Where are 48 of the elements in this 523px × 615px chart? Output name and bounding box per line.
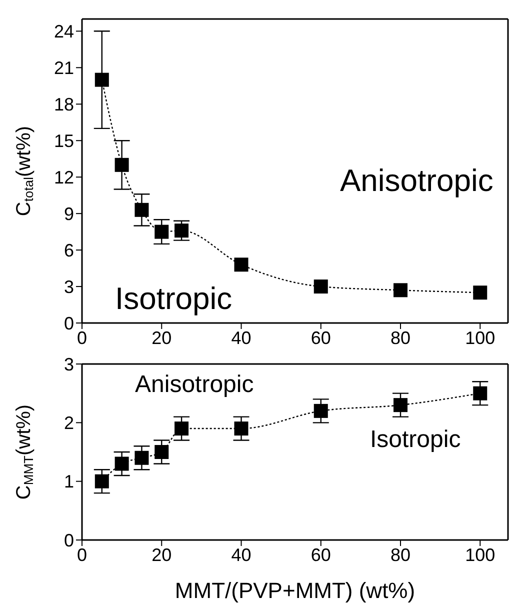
x-tick-label: 40 <box>231 328 252 348</box>
point <box>174 224 189 238</box>
point <box>473 286 488 300</box>
x-axis-title: MMT/(PVP+MMT) (wt%) <box>174 578 416 603</box>
point <box>134 202 149 217</box>
x-tick-label: 60 <box>310 544 331 565</box>
point <box>154 224 169 239</box>
x-tick-label: 20 <box>152 544 172 565</box>
x-tick-label: 80 <box>390 544 411 565</box>
point <box>234 422 248 436</box>
y-tick-label: 0 <box>64 313 74 334</box>
x-tick-label: 40 <box>231 544 252 565</box>
y-tick-label: 24 <box>54 22 74 42</box>
point <box>154 445 169 459</box>
y-tick-label: 1 <box>64 472 74 492</box>
y-tick-label: 3 <box>64 354 74 374</box>
annotation: Isotropic <box>115 281 232 316</box>
point <box>473 386 488 400</box>
annotation: Isotropic <box>370 426 461 453</box>
y-tick-label: 21 <box>54 58 74 78</box>
point <box>234 258 248 272</box>
point <box>314 280 328 294</box>
y-tick-label: 15 <box>54 130 74 151</box>
x-tick-label: 100 <box>465 328 496 348</box>
y-tick-label: 6 <box>64 240 74 260</box>
point <box>114 456 129 471</box>
x-tick-label: 100 <box>465 544 496 565</box>
annotation: Anisotropic <box>340 163 494 198</box>
y-tick-label: 2 <box>64 413 74 434</box>
annotation: Anisotropic <box>135 371 254 398</box>
y-tick-label: 0 <box>64 530 74 550</box>
point <box>314 404 328 418</box>
point <box>174 422 189 436</box>
x-tick-label: 80 <box>390 328 411 348</box>
x-tick-label: 60 <box>310 328 331 348</box>
x-tick-label: 20 <box>152 328 172 348</box>
point <box>394 283 408 298</box>
x-tick-label: 0 <box>76 544 88 565</box>
y-tick-label: 12 <box>54 167 74 188</box>
point <box>114 158 129 172</box>
point <box>94 474 109 488</box>
y-tick-label: 3 <box>64 276 74 297</box>
point <box>394 398 408 412</box>
point <box>94 72 109 87</box>
y-tick-label: 9 <box>64 204 74 224</box>
x-tick-label: 0 <box>76 328 88 348</box>
point <box>134 450 149 465</box>
y-tick-label: 18 <box>54 94 74 115</box>
